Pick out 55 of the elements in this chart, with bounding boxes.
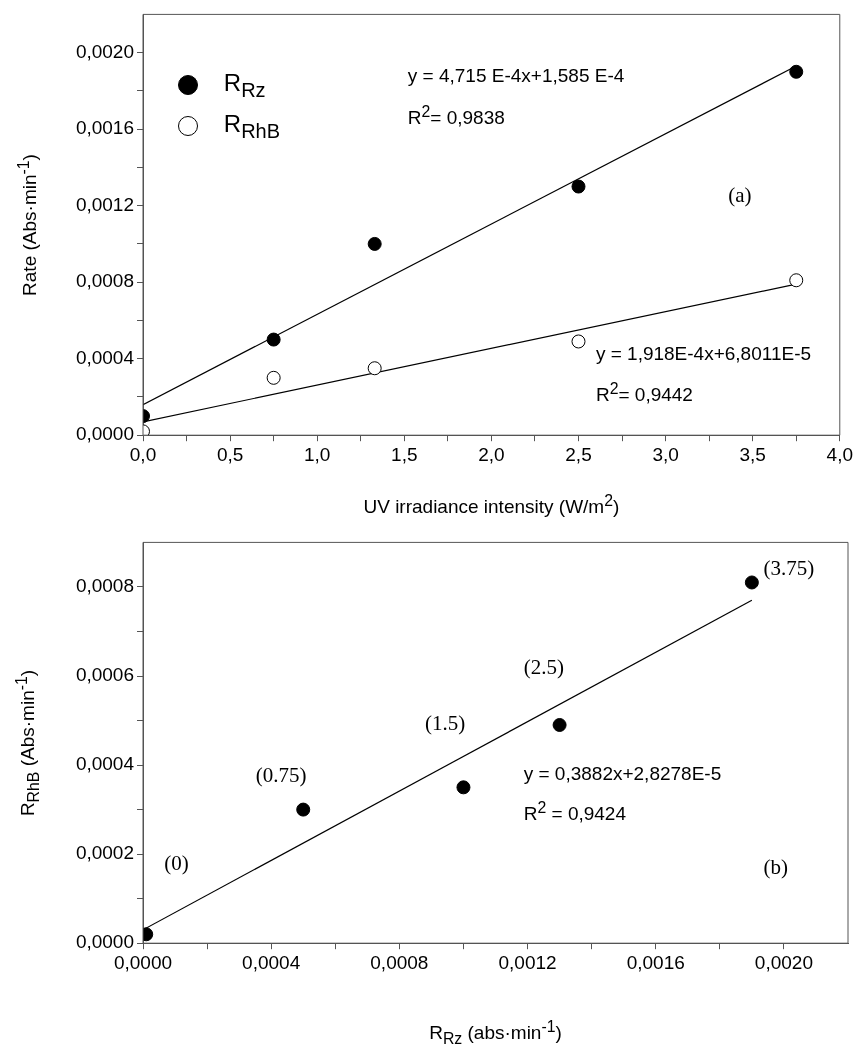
- annotation: (0): [164, 851, 189, 877]
- x-tick-label: 2,0: [478, 443, 505, 465]
- point: [552, 717, 567, 732]
- y-tick-label: 0,0016: [75, 117, 134, 139]
- x-tick-label: 0,5: [216, 443, 244, 465]
- annotation: R$^{2}$= 0,9442: [595, 380, 693, 407]
- legend-label: R$_{RhB}$: [222, 109, 281, 143]
- x-tick-label: 0,0016: [626, 951, 685, 973]
- annotation: (1.5): [425, 710, 466, 736]
- point: [296, 802, 311, 817]
- annotation: (3.75): [763, 556, 815, 582]
- annotation: (2.5): [523, 654, 564, 680]
- x-tick-label: 0,0000: [113, 951, 173, 973]
- x-tick-label: 1,5: [391, 443, 418, 465]
- y-tick-label: 0,0008: [75, 270, 134, 292]
- x-tick-label: 0,0004: [242, 951, 301, 973]
- annotation: y = 1,918E-4x+6,8011E-5: [595, 342, 812, 365]
- y-tick-label: 0,0006: [75, 664, 134, 686]
- point: [367, 361, 382, 376]
- point: [367, 236, 382, 251]
- x-tick-label: 2,5: [565, 443, 592, 465]
- point: [789, 273, 804, 288]
- annotation: y = 0,3882x+2,8278E-5: [523, 762, 722, 785]
- x-tick-label: 0,0008: [370, 951, 429, 973]
- y-tick-label: 0,0004: [75, 753, 135, 775]
- annotation: y = 4,715 E-4x+1,585 E-4: [407, 64, 625, 87]
- point: [266, 370, 281, 385]
- point: [789, 64, 804, 79]
- y-tick-label: 0,0000: [75, 931, 134, 953]
- x-axis-title: UV irradiance intensity (W/m$^{2}$): [363, 492, 620, 519]
- legend-label: R$_{Rz}$: [222, 69, 267, 102]
- y-tick-label: 0,0002: [75, 842, 134, 864]
- point: [456, 780, 471, 795]
- x-tick-label: 4,0: [826, 443, 853, 465]
- x-axis-title: R$_{Rz}$ (abs·min$^{-1}$): [429, 1018, 562, 1049]
- x-tick-label: 1,0: [303, 443, 331, 465]
- point: [571, 179, 586, 194]
- y-tick-label: 0,0008: [75, 575, 134, 597]
- x-tick-label: 3,5: [739, 443, 766, 465]
- point: [266, 332, 281, 347]
- y-tick-label: 0,0004: [75, 346, 135, 368]
- point: [571, 334, 586, 349]
- y-tick-label: 0,0012: [75, 193, 134, 215]
- annotation: (0.75): [255, 762, 307, 788]
- point: [744, 575, 759, 590]
- x-tick-label: 0,0020: [754, 951, 813, 973]
- x-tick-label: 0,0012: [498, 951, 557, 973]
- y-tick-label: 0,0000: [75, 423, 134, 445]
- annotation: (b): [763, 855, 788, 881]
- annotation: R$^{2}$= 0,9838: [407, 102, 505, 130]
- y-tick-label: 0,0020: [75, 40, 134, 62]
- x-tick-label: 3,0: [652, 443, 679, 465]
- annotation: R$^{2}$ = 0,9424: [523, 798, 627, 826]
- x-tick-label: 0,0: [129, 443, 157, 465]
- annotation: (a): [728, 182, 752, 208]
